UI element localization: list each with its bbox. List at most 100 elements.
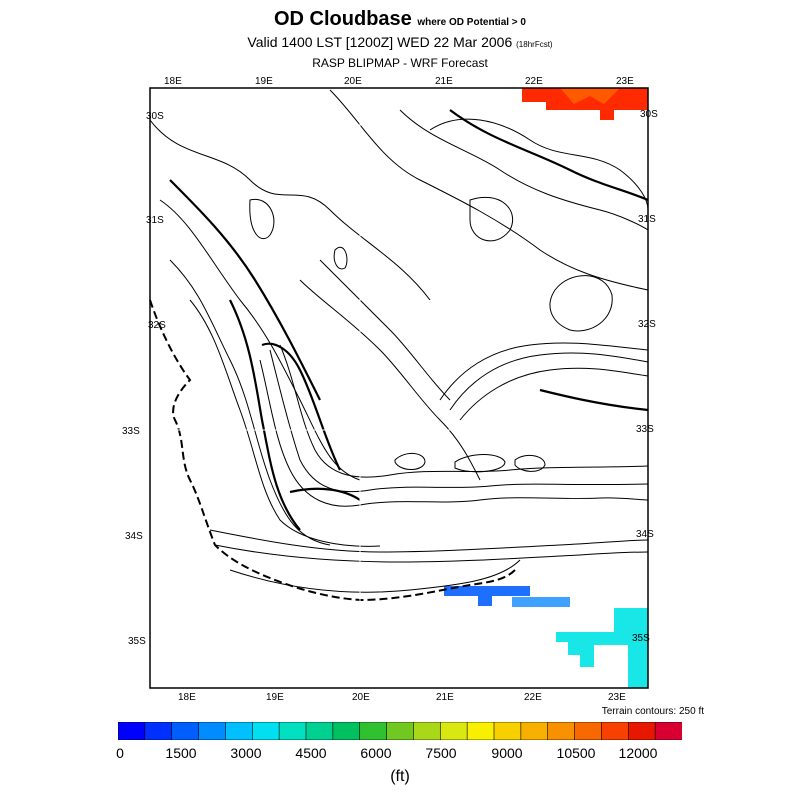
map-frame [149, 87, 649, 689]
colorbar-swatch [171, 722, 200, 740]
map-subtitle: RASP BLIPMAP - WRF Forecast [312, 56, 488, 70]
colorbar-tick-label: 12000 [618, 745, 658, 761]
colorbar-swatch [332, 722, 361, 740]
colorbar-swatch [601, 722, 630, 740]
contour-line [159, 199, 361, 481]
colorbar-tick-label: 4500 [295, 745, 327, 761]
contour-line [209, 529, 649, 553]
contour-line [149, 119, 431, 301]
lat-label-left: 33S [122, 426, 140, 437]
contour-line [319, 259, 451, 401]
lon-label-top: 21E [435, 76, 453, 87]
contour-line [269, 349, 649, 493]
colorbar-tick-label: 6000 [360, 745, 392, 761]
contour-line [229, 559, 521, 593]
cloudbase-patch-high-core [560, 88, 620, 104]
contour-line [279, 344, 649, 478]
contour-line [289, 487, 361, 501]
colorbar-swatch [627, 722, 656, 740]
colorbar-tick-label: 9000 [491, 745, 523, 761]
colorbar-tick-label: 3000 [230, 745, 262, 761]
lat-label-right: 30S [640, 109, 658, 120]
colorbar-tick-label: 7500 [425, 745, 457, 761]
colorbar-swatch [251, 722, 280, 740]
colorbar-tick-label: 0 [116, 745, 124, 761]
lon-label-bottom: 21E [436, 692, 454, 703]
contour-line [449, 109, 649, 202]
contour-line [299, 279, 481, 481]
lat-label-right: 31S [638, 214, 656, 225]
lat-label-left: 32S [148, 320, 166, 331]
contour-line [394, 453, 426, 470]
contour-line [189, 299, 381, 547]
cloudbase-patch-low-1 [444, 586, 530, 606]
heavy-contours [169, 109, 649, 531]
contour-line [454, 454, 506, 473]
colorbar-tick-label: 1500 [165, 745, 197, 761]
lat-label-right: 33S [636, 424, 654, 435]
title-text: OD Cloudbase [273, 8, 412, 30]
contour-line [449, 352, 649, 411]
colorbar-swatch [520, 722, 549, 740]
lat-label-left: 35S [128, 636, 146, 647]
cloudbase-patch-low-2 [512, 597, 570, 607]
colorbar-swatch [654, 722, 682, 740]
colorbar-swatch [413, 722, 442, 740]
contour-line [329, 89, 649, 291]
contour-line [459, 367, 649, 421]
forecast-hours: (18hrFcst) [516, 40, 553, 49]
lon-label-bottom: 22E [524, 692, 542, 703]
contour-line [169, 259, 331, 546]
contour-line [439, 342, 649, 401]
cloudbase-patch-high [522, 88, 648, 120]
contour-line [539, 388, 649, 412]
lat-label-left: 30S [146, 111, 164, 122]
map-title: OD Cloudbase where OD Potential > 0 [0, 8, 800, 31]
contour-line [259, 359, 649, 507]
colorbar [118, 722, 682, 740]
colorbar-swatch [466, 722, 495, 740]
lat-label-right: 35S [632, 633, 650, 644]
lat-label-right: 34S [636, 529, 654, 540]
colorbar-swatch [278, 722, 307, 740]
lon-label-bottom: 19E [266, 692, 284, 703]
contour-line [514, 454, 546, 472]
colorbar-tick-label: 10500 [556, 745, 596, 761]
lon-label-bottom: 18E [178, 692, 196, 703]
contour-line [429, 118, 649, 211]
colorbar-swatch [225, 722, 254, 740]
contour-line [214, 544, 649, 563]
lat-label-left: 31S [146, 215, 164, 226]
colorbar-swatch [305, 722, 334, 740]
colorbar-swatch [493, 722, 522, 740]
colorbar-swatch [547, 722, 576, 740]
lon-label-top: 23E [616, 76, 634, 87]
colorbar-swatch [118, 722, 146, 740]
title-qualifier: where OD Potential > 0 [417, 17, 526, 28]
colorbar-swatch [198, 722, 227, 740]
contour-line [469, 196, 514, 242]
lat-label-right: 32S [638, 319, 656, 330]
contour-line [169, 179, 321, 401]
terrain-contours [149, 89, 649, 593]
contour-line [399, 109, 649, 231]
valid-time: Valid 1400 LST [1200Z] WED 22 Mar 2006 (… [0, 34, 800, 50]
colorbar-unit: (ft) [390, 768, 410, 785]
colorbar-swatch [439, 722, 468, 740]
colorbar-swatch [359, 722, 388, 740]
contour-line [261, 342, 341, 471]
lat-label-left: 34S [125, 531, 143, 542]
lon-label-top: 18E [164, 76, 182, 87]
lon-label-bottom: 23E [608, 692, 626, 703]
colorbar-swatch [386, 722, 415, 740]
colorbar-swatch [144, 722, 173, 740]
lon-label-top: 22E [525, 76, 543, 87]
lon-label-bottom: 20E [352, 692, 370, 703]
valid-text: Valid 1400 LST [1200Z] WED 22 Mar 2006 [247, 34, 513, 50]
lon-label-top: 19E [255, 76, 273, 87]
cloudbase-fill [444, 88, 648, 688]
contour-line [249, 198, 275, 240]
coastline [149, 299, 516, 602]
lon-label-top: 20E [344, 76, 362, 87]
